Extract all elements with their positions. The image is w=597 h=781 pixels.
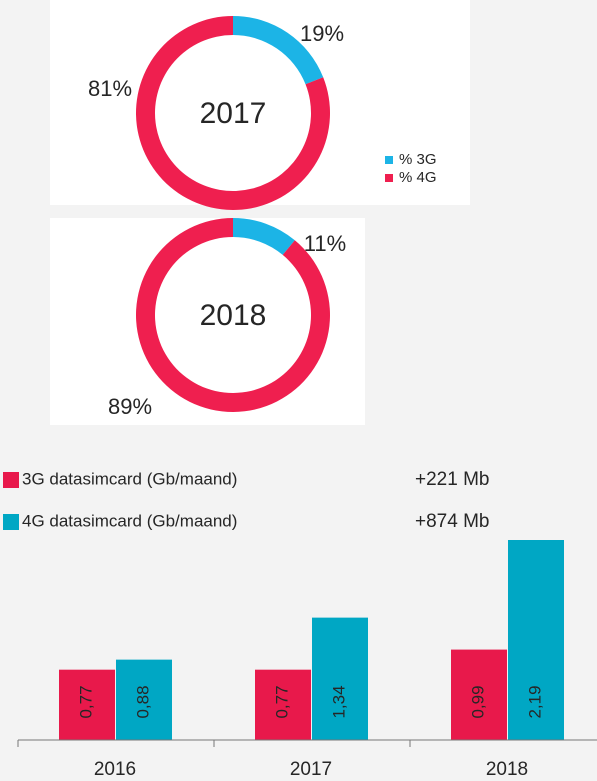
bar-value-label: 1,34 [329, 685, 348, 718]
donut-center-label: 2017 [200, 97, 267, 130]
donut-slice [233, 16, 324, 85]
legend-swatch [3, 472, 19, 488]
legend-swatch [3, 514, 19, 530]
x-tick-label: 2018 [486, 759, 528, 780]
bar [451, 649, 507, 740]
x-tick-label: 2016 [94, 759, 136, 780]
bar-value-label: 0,77 [272, 685, 291, 718]
x-tick-label: 2017 [290, 759, 332, 780]
bar [255, 669, 311, 740]
slice-label: 81% [88, 76, 132, 101]
slice-label: 89% [108, 394, 152, 419]
annotation: +221 Mb [415, 469, 489, 490]
legend-label: % 3G [399, 151, 437, 168]
legend-label: 3G datasimcard (Gb/maand) [22, 469, 237, 488]
bar [59, 669, 115, 740]
legend-label: 4G datasimcard (Gb/maand) [22, 511, 237, 530]
bar [312, 617, 368, 740]
slice-label: 19% [300, 21, 344, 46]
bar [508, 540, 564, 740]
legend-swatch [385, 174, 393, 182]
bar-value-label: 0,99 [468, 685, 487, 718]
legend-label: % 4G [399, 169, 437, 186]
donut-slice [233, 218, 295, 255]
legend-swatch [385, 156, 393, 164]
annotation: +874 Mb [415, 511, 489, 532]
slice-label: 11% [304, 231, 346, 256]
bar [116, 659, 172, 740]
bar-value-label: 2,19 [525, 685, 544, 718]
donut-center-label: 2018 [200, 299, 267, 332]
bar-value-label: 0,88 [133, 685, 152, 718]
bar-value-label: 0,77 [76, 685, 95, 718]
